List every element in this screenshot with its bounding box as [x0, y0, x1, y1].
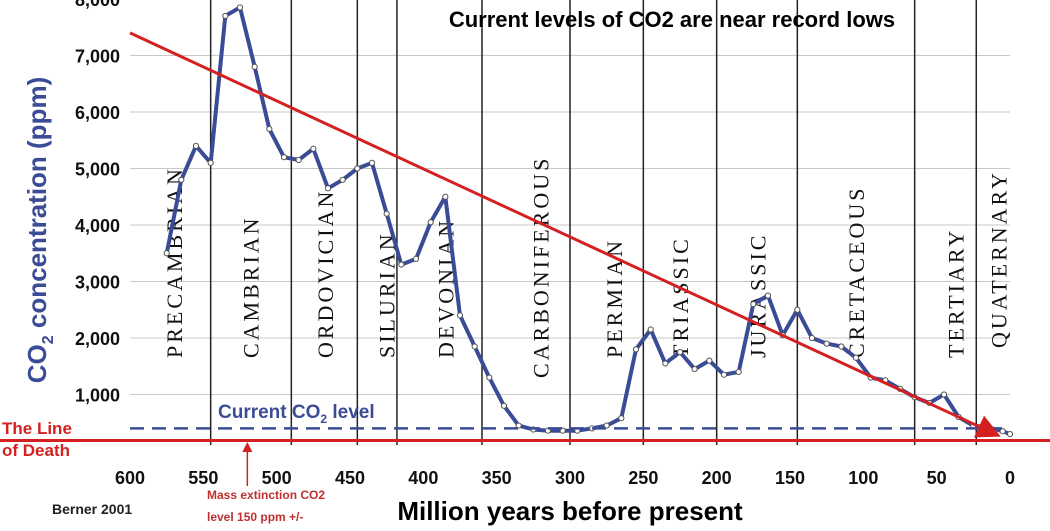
period-label: CAMBRIAN — [238, 215, 263, 358]
x-tick-label: 400 — [408, 468, 438, 488]
co2-data-point — [852, 354, 860, 361]
source-label: Berner 2001 — [52, 501, 132, 517]
period-label: ORDOVICIAN — [313, 189, 338, 358]
chart-title: Current levels of CO2 are near record lo… — [449, 7, 895, 32]
mass-extinction-arrowhead — [242, 442, 253, 452]
co2-data-point — [1006, 430, 1014, 438]
period-label: SILURIAN — [375, 231, 400, 358]
co2-data-point — [442, 193, 449, 200]
co2-data-point — [354, 165, 361, 172]
co2-data-point — [515, 422, 522, 429]
co2-data-point — [339, 176, 346, 183]
x-tick-label: 150 — [775, 468, 805, 488]
period-label: CRETACEOUS — [844, 186, 869, 358]
co2-data-point — [324, 185, 332, 192]
y-axis-label-subscript: 2 — [40, 335, 57, 344]
x-tick-label: 300 — [555, 468, 585, 488]
y-tick-label: 1,000 — [75, 386, 120, 406]
x-tick-label: 250 — [628, 468, 658, 488]
trend-arrow — [129, 31, 1001, 438]
period-label: DEVONIAN — [433, 218, 458, 358]
co2-series-line — [164, 5, 1011, 436]
y-tick-label: 4,000 — [75, 216, 120, 236]
mass-extinction-label-1: Mass extinction CO2 — [207, 488, 325, 502]
y-tick-label: 3,000 — [75, 273, 120, 293]
period-label: QUATERNARY — [986, 170, 1011, 348]
x-axis-label: Million years before present — [397, 496, 743, 526]
y-tick-label: 5,000 — [75, 160, 120, 180]
co2-data-point — [192, 142, 200, 149]
x-tick-label: 200 — [702, 468, 732, 488]
co2-data-point — [163, 250, 170, 257]
co2-data-point — [178, 176, 185, 183]
co2-data-point — [603, 422, 610, 429]
y-tick-labels: 1,000 2,000 3,000 4,000 5,000 6,000 7,000 8,000 — [75, 0, 120, 406]
x-tick-label: 350 — [482, 468, 512, 488]
co2-data-point — [647, 326, 654, 333]
current-level-label-subscript: 2 — [320, 412, 327, 426]
co2-data-point — [838, 343, 845, 350]
co2-data-point — [236, 4, 244, 11]
co2-data-point — [280, 154, 288, 161]
co2-data-point — [412, 255, 420, 262]
co2-data-point — [618, 415, 625, 422]
x-tick-label: 100 — [848, 468, 878, 488]
co2-data-point — [207, 159, 214, 166]
period-label: PRECAMBRIAN — [162, 166, 187, 358]
line-of-death-label-1: The Line — [2, 419, 72, 438]
x-tick-label: 550 — [188, 468, 218, 488]
current-level-label: Current CO2 level — [218, 402, 375, 426]
period-labels: PRECAMBRIAN CAMBRIAN ORDOVICIAN SILURIAN DEV… — [162, 156, 1011, 378]
co2-data-point — [222, 12, 229, 20]
co2-data-point — [823, 340, 830, 347]
co2-data-point — [691, 365, 698, 373]
x-tick-label: 450 — [335, 468, 365, 488]
co2-data-point — [398, 261, 405, 268]
x-tick-label: 50 — [927, 468, 947, 488]
trend-layer — [0, 31, 1050, 486]
x-tick-label: 500 — [262, 468, 292, 488]
y-tick-label: 8,000 — [75, 0, 120, 10]
co2-data-point — [735, 368, 742, 375]
y-axis-label: CO2 concentration (ppm) — [22, 77, 57, 383]
y-tick-label: 7,000 — [75, 47, 120, 67]
co2-data-point — [764, 292, 772, 299]
x-tick-label: 600 — [115, 468, 145, 488]
co2-data-point — [266, 125, 273, 133]
co2-data-point — [295, 156, 302, 164]
co2-data-point — [251, 63, 258, 70]
co2-data-point — [471, 343, 478, 350]
period-boundaries — [209, 0, 978, 445]
x-tick-labels: 600 550 500 450 400 350 300 250 200 150 100 50 0 — [115, 468, 1015, 488]
co2-data-point — [676, 349, 684, 356]
co2-data-point — [383, 210, 390, 217]
co2-data-point — [706, 357, 713, 364]
co2-data-point — [500, 402, 508, 409]
co2-data-point — [632, 346, 640, 353]
y-tick-label: 6,000 — [75, 103, 120, 123]
x-tick-label: 0 — [1005, 468, 1015, 488]
co2-data-point — [662, 360, 669, 367]
y-tick-label: 2,000 — [75, 329, 120, 349]
co2-data-point — [310, 145, 317, 152]
mass-extinction-label-2: level 150 ppm +/- — [207, 510, 303, 524]
period-label: CARBONIFEROUS — [529, 156, 554, 378]
period-label: TERTIARY — [944, 228, 969, 358]
co2-data-point — [940, 391, 948, 398]
co2-data-point — [750, 301, 757, 308]
co2-data-point — [794, 306, 801, 313]
co2-data-point — [720, 371, 728, 378]
line-of-death-label-2: of Death — [2, 441, 70, 460]
co2-data-point — [427, 219, 434, 226]
co2-data-point — [808, 334, 816, 342]
co2-data-point — [486, 374, 493, 381]
period-label: TRIASSIC — [668, 236, 693, 358]
co2-data-point — [368, 159, 376, 166]
co2-data-point — [456, 312, 464, 319]
